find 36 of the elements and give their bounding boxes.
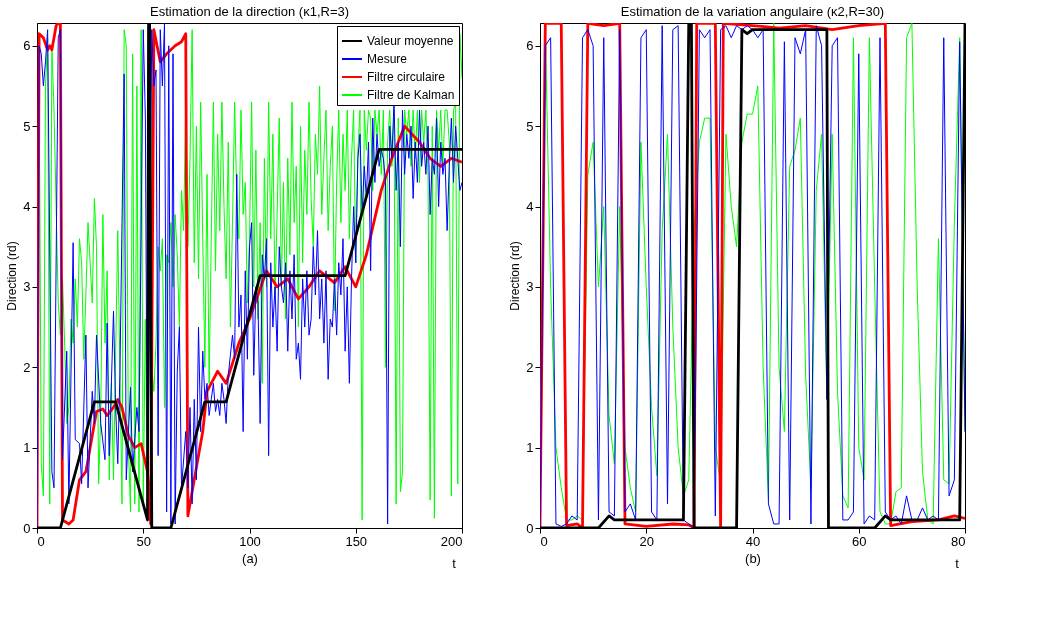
text: t [452, 556, 457, 571]
y-tick-label: 3 [23, 279, 31, 295]
y-tick-label: 0 [526, 520, 534, 536]
chart-title: Estimation de la variation angulaire (κ2,R=30) [620, 4, 885, 19]
x-tick-label: 80 [951, 533, 966, 549]
legend-label: Mesure [367, 52, 408, 66]
x-tick-label: 100 [239, 533, 261, 549]
x-tick-label: 60 [852, 533, 867, 549]
y-tick-label: 4 [526, 199, 534, 215]
legend-label: Filtre de Kalman [367, 88, 455, 102]
chart-title: Estimation de la direction (κ1,R=3) [149, 4, 350, 19]
y-tick-label: 2 [526, 359, 534, 375]
y-tick-label: 1 [23, 440, 31, 456]
x-tick-label: 0 [540, 533, 548, 549]
y-tick-label: 1 [526, 440, 534, 456]
y-tick-label: 6 [23, 38, 31, 54]
y-tick-label: 2 [23, 359, 31, 375]
x-tick-label: 0 [37, 533, 45, 549]
y-tick-label: 0 [23, 520, 31, 536]
y-tick-label: 6 [526, 38, 534, 54]
legend-label: Valeur moyenne [367, 34, 454, 48]
y-tick-label: 5 [23, 118, 31, 134]
legend-label: Filtre circulaire [367, 70, 446, 84]
x-tick-label: 40 [745, 533, 761, 549]
y-axis-title: Direction (rd) [5, 241, 20, 311]
y-tick-label: 5 [526, 118, 534, 134]
text: t [955, 556, 960, 571]
x-tick-label: 150 [345, 533, 368, 549]
x-tick-label: 50 [136, 533, 151, 549]
x-axis-title: (b) [745, 550, 761, 566]
y-tick-label: 4 [23, 199, 31, 215]
x-tick-label: 200 [440, 533, 463, 549]
y-axis-title: Direction (rd) [508, 241, 523, 311]
y-tick-label: 3 [526, 279, 534, 295]
x-tick-label: 20 [639, 533, 654, 549]
x-axis-title: (a) [242, 550, 258, 566]
